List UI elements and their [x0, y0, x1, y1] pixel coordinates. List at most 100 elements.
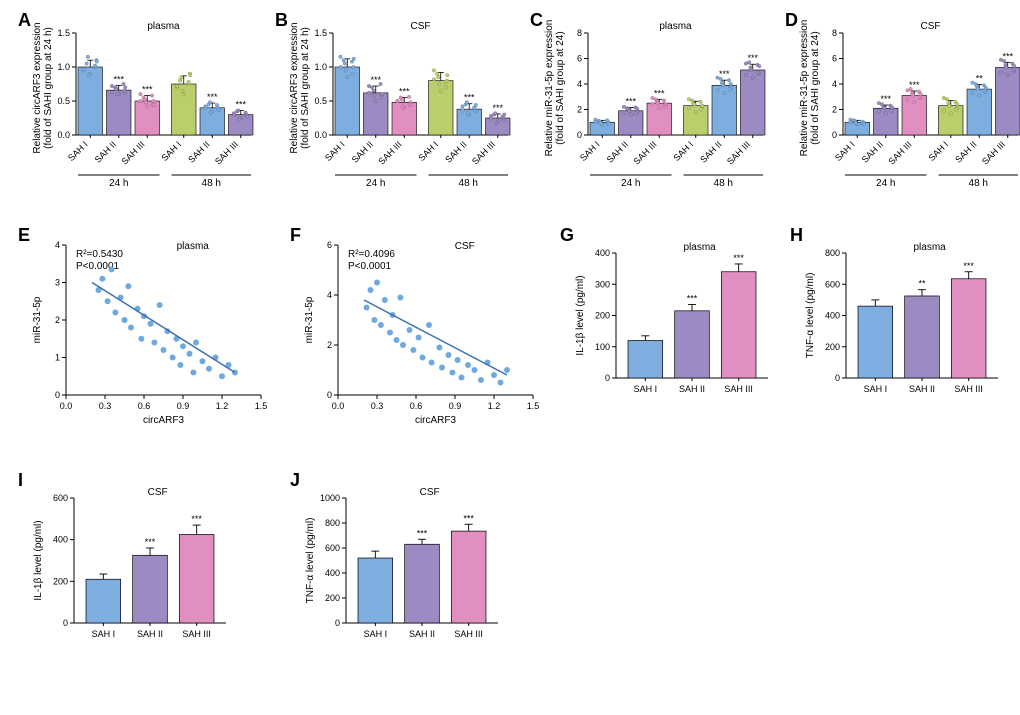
bar	[996, 67, 1020, 135]
svg-text:SAH III: SAH III	[724, 384, 753, 394]
svg-text:SAH I: SAH I	[66, 139, 90, 163]
svg-text:600: 600	[825, 279, 840, 289]
svg-text:SAH I: SAH I	[364, 629, 388, 639]
svg-text:plasma: plasma	[659, 21, 692, 32]
svg-text:8: 8	[832, 28, 837, 38]
svg-text:48 h: 48 h	[969, 178, 988, 189]
scatter-point	[429, 360, 435, 366]
panel-label-G: G	[560, 225, 574, 246]
svg-text:***: ***	[687, 294, 698, 304]
svg-text:600: 600	[325, 543, 340, 553]
bar	[939, 106, 964, 135]
svg-text:SAH II: SAH II	[443, 139, 468, 164]
svg-text:SAH II: SAH II	[698, 139, 723, 164]
bar	[429, 81, 454, 135]
panel-label-H: H	[790, 225, 803, 246]
bar	[78, 67, 103, 135]
scatter-point	[420, 355, 426, 361]
svg-text:0.0: 0.0	[314, 130, 327, 140]
svg-text:2: 2	[577, 105, 582, 115]
svg-text:SAH II: SAH II	[137, 629, 163, 639]
scatter-point	[177, 362, 183, 368]
svg-text:4: 4	[55, 240, 60, 250]
svg-text:miR-31-5p: miR-31-5p	[304, 296, 315, 343]
svg-text:24 h: 24 h	[366, 178, 385, 189]
bar	[179, 534, 214, 623]
svg-text:CSF: CSF	[148, 487, 168, 498]
svg-text:SAH III: SAH III	[631, 139, 658, 166]
svg-text:SAH I: SAH I	[833, 139, 857, 163]
scatter-point	[504, 367, 510, 373]
svg-text:SAH II: SAH II	[605, 139, 630, 164]
bar	[86, 579, 121, 623]
chart-C: 02468plasmaRelative miR-31-5p expression…	[538, 15, 768, 190]
scatter-point	[187, 351, 193, 357]
svg-text:***: ***	[719, 69, 730, 79]
svg-text:miR-31-5p: miR-31-5p	[32, 296, 43, 343]
scatter-point	[200, 358, 206, 364]
scatter-point	[455, 357, 461, 363]
svg-text:CSF: CSF	[411, 21, 431, 32]
svg-text:circARF3: circARF3	[143, 415, 185, 426]
svg-text:SAH I: SAH I	[864, 384, 888, 394]
svg-text:IL-1β level (pg/ml): IL-1β level (pg/ml)	[575, 275, 586, 355]
svg-text:1.2: 1.2	[216, 401, 229, 411]
svg-text:SAH I: SAH I	[416, 139, 440, 163]
svg-text:SAH III: SAH III	[980, 139, 1007, 166]
scatter-point	[128, 325, 134, 331]
scatter-point	[122, 317, 128, 323]
svg-text:Relative miR-31-5p expression: Relative miR-31-5p expression	[544, 20, 555, 157]
svg-text:SAH I: SAH I	[926, 139, 950, 163]
panel-label-F: F	[290, 225, 301, 246]
chart-I: 0200400600CSFIL-1β level (pg/ml)SAH I***…	[26, 480, 236, 655]
svg-text:IL-1β level (pg/ml): IL-1β level (pg/ml)	[33, 520, 44, 600]
svg-text:(fold of SAHI group at 24 h): (fold of SAHI group at 24 h)	[300, 27, 311, 149]
bar	[905, 296, 940, 378]
svg-text:***: ***	[370, 75, 381, 85]
svg-text:100: 100	[595, 342, 610, 352]
svg-text:SAH III: SAH III	[182, 629, 211, 639]
svg-text:0: 0	[577, 130, 582, 140]
scatter-point	[125, 283, 131, 289]
svg-text:1.5: 1.5	[314, 28, 327, 38]
bar	[628, 341, 663, 379]
scatter-point	[472, 367, 478, 373]
panel-label-E: E	[18, 225, 30, 246]
scatter-point	[368, 287, 374, 293]
svg-text:CSF: CSF	[420, 487, 440, 498]
svg-text:200: 200	[53, 576, 68, 586]
scatter-point	[478, 377, 484, 383]
svg-text:SAH I: SAH I	[634, 384, 658, 394]
scatter-point	[219, 373, 225, 379]
scatter-point	[498, 380, 504, 386]
svg-text:P<0.0001: P<0.0001	[348, 261, 392, 272]
svg-text:4: 4	[832, 79, 837, 89]
svg-text:48 h: 48 h	[202, 178, 221, 189]
svg-text:R²=0.5430: R²=0.5430	[76, 249, 123, 260]
bar	[405, 544, 440, 623]
scatter-point	[138, 336, 144, 342]
svg-text:1.0: 1.0	[57, 62, 70, 72]
chart-E: 0.00.30.60.91.21.501234circARF3miR-31-5p…	[26, 230, 276, 430]
svg-text:48 h: 48 h	[459, 178, 478, 189]
svg-text:200: 200	[325, 593, 340, 603]
svg-text:24 h: 24 h	[621, 178, 640, 189]
chart-A: 0.00.51.01.5plasmaRelative circARF3 expr…	[26, 15, 256, 190]
svg-text:TNF-α level (pg/ml): TNF-α level (pg/ml)	[805, 273, 816, 359]
scatter-point	[436, 345, 442, 351]
bar	[721, 272, 756, 378]
svg-text:Relative circARF3 expression: Relative circARF3 expression	[32, 22, 43, 153]
scatter-point	[193, 340, 199, 346]
svg-text:300: 300	[595, 279, 610, 289]
svg-text:3: 3	[55, 278, 60, 288]
bar	[107, 90, 132, 135]
svg-text:1000: 1000	[320, 493, 340, 503]
svg-text:SAH II: SAH II	[409, 629, 435, 639]
svg-text:0: 0	[327, 390, 332, 400]
bar	[951, 279, 986, 378]
svg-text:24 h: 24 h	[876, 178, 895, 189]
svg-text:600: 600	[53, 493, 68, 503]
svg-text:***: ***	[191, 514, 202, 524]
scatter-point	[190, 370, 196, 376]
scatter-point	[439, 365, 445, 371]
